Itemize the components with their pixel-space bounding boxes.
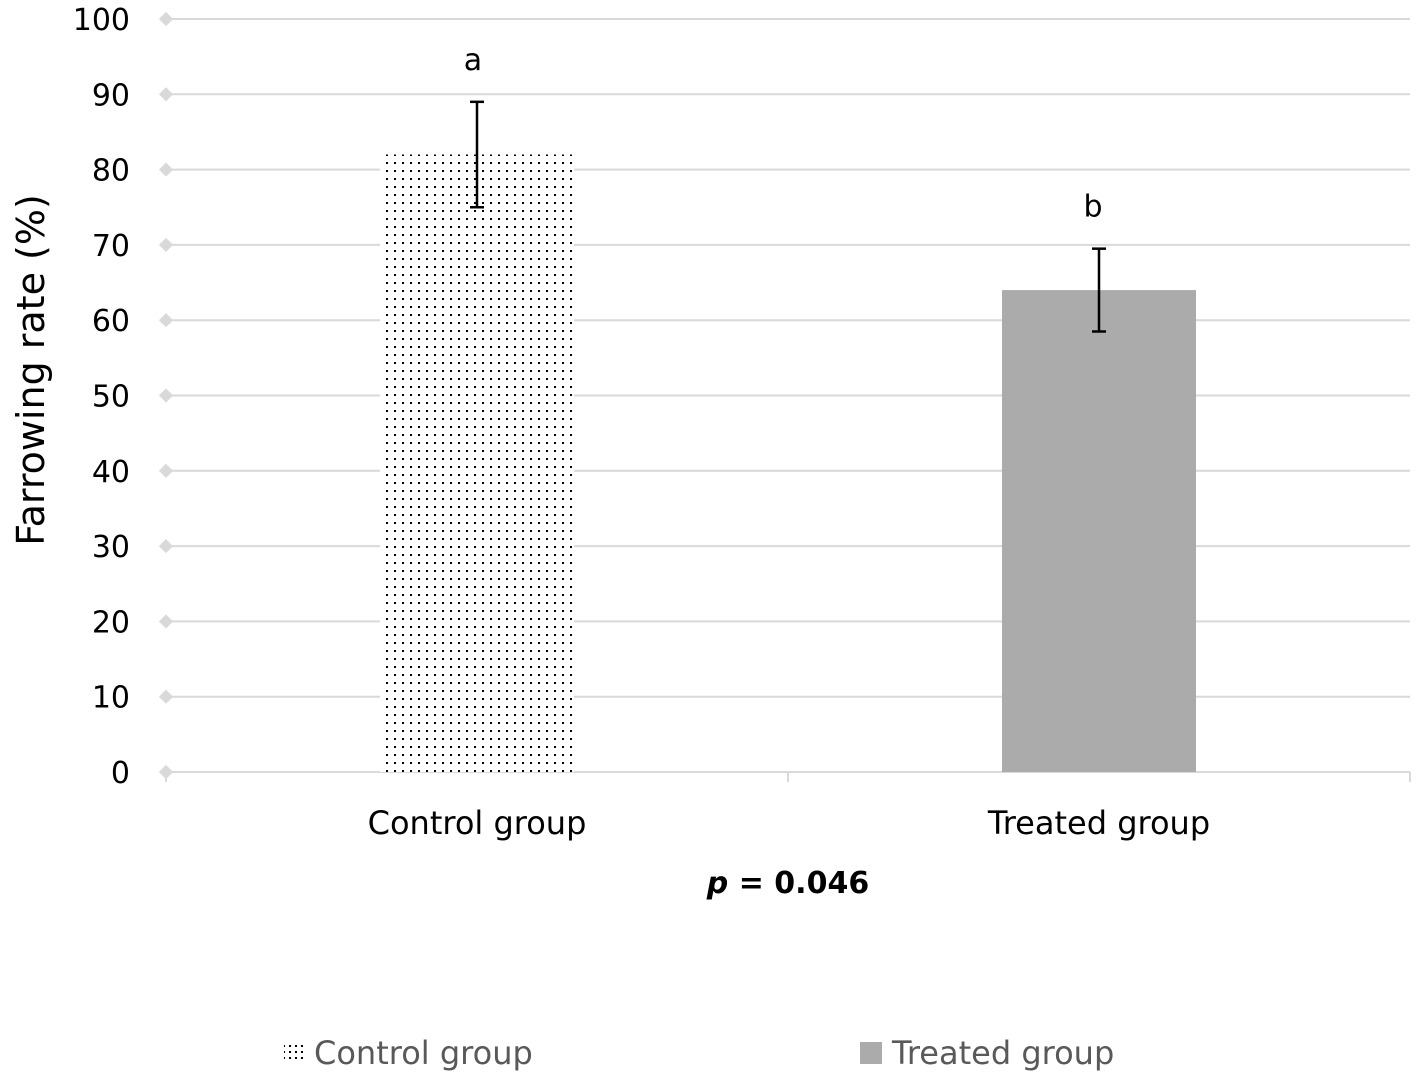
p-value-annotation: p = 0.046 <box>706 866 869 901</box>
ytick-marker-90 <box>158 87 174 102</box>
legend: Control group Treated group <box>284 1034 1114 1072</box>
ytick-marker-10 <box>158 689 174 704</box>
y-axis-label: Farrowing rate (%) <box>9 194 53 546</box>
legend-label-control: Control group <box>314 1034 533 1072</box>
legend-swatch-treated <box>860 1042 882 1064</box>
ytick-label-40: 40 <box>92 455 130 490</box>
ytick-label-80: 80 <box>92 154 130 189</box>
ytick-label-60: 60 <box>92 304 130 339</box>
gridlines <box>166 18 1410 698</box>
ytick-label-100: 100 <box>73 3 130 38</box>
sig-letter-treated: b <box>1083 190 1102 225</box>
bar-control <box>380 154 574 773</box>
x-axis <box>165 771 1411 782</box>
ytick-label-90: 90 <box>92 78 130 113</box>
ytick-label-0: 0 <box>111 756 130 791</box>
ytick-marker-70 <box>158 237 174 252</box>
ytick-label-10: 10 <box>92 681 130 716</box>
ytick-marker-60 <box>158 313 174 328</box>
p-value-symbol: p <box>706 866 728 901</box>
bars <box>380 154 1196 773</box>
error-bars <box>470 100 1106 333</box>
ytick-label-70: 70 <box>92 229 130 264</box>
ytick-marker-40 <box>158 463 174 478</box>
ytick-label-30: 30 <box>92 530 130 565</box>
sig-letter-control: a <box>464 43 482 78</box>
x-axis-category-labels: Control group Treated group <box>368 804 1211 842</box>
legend-swatch-control <box>284 1042 304 1062</box>
ytick-marker-80 <box>158 162 174 177</box>
category-label-treated: Treated group <box>987 804 1210 842</box>
ytick-label-20: 20 <box>92 605 130 640</box>
ytick-marker-50 <box>158 388 174 403</box>
category-label-control: Control group <box>368 804 587 842</box>
bar-treated <box>1002 290 1196 772</box>
p-value-text: = 0.046 <box>728 866 869 901</box>
legend-label-treated: Treated group <box>891 1034 1114 1072</box>
significance-letters: a b <box>464 43 1103 225</box>
ytick-marker-100 <box>158 11 174 27</box>
ytick-marker-30 <box>158 539 174 554</box>
ytick-label-50: 50 <box>92 380 130 415</box>
ytick-marker-20 <box>158 614 174 629</box>
y-axis-ticks: 0 10 20 30 40 50 60 70 80 90 100 <box>73 3 174 791</box>
